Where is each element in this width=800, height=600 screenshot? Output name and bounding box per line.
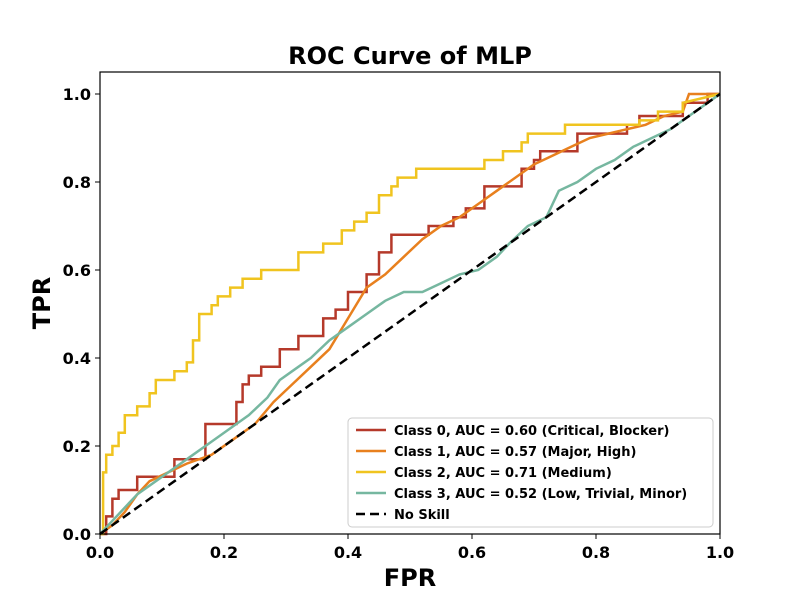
- y-tick-label: 0.6: [63, 261, 91, 280]
- y-axis-ticks: 0.0 0.2 0.4 0.6 0.8 1.0: [63, 85, 100, 544]
- series-line-class-2: [100, 92, 721, 536]
- x-tick-label: 0.6: [458, 543, 486, 562]
- y-axis-label: TPR: [28, 277, 56, 329]
- y-tick-label: 1.0: [63, 85, 91, 104]
- x-tick-label: 1.0: [706, 543, 734, 562]
- legend-label: Class 0, AUC = 0.60 (Critical, Blocker): [394, 424, 669, 439]
- y-tick-label: 0.8: [63, 173, 91, 192]
- legend-label: Class 3, AUC = 0.52 (Low, Trivial, Minor…: [394, 487, 687, 502]
- y-tick-label: 0.4: [63, 349, 91, 368]
- legend-label: Class 1, AUC = 0.57 (Major, High): [394, 445, 636, 460]
- x-tick-label: 0.2: [210, 543, 238, 562]
- x-axis-ticks: 0.0 0.2 0.4 0.6 0.8 1.0: [86, 534, 734, 562]
- y-tick-label: 0.2: [63, 437, 91, 456]
- legend: Class 0, AUC = 0.60 (Critical, Blocker) C…: [347, 417, 714, 528]
- x-tick-label: 0.4: [334, 543, 362, 562]
- series-line-no-skill: [99, 92, 721, 536]
- series-line-class-0: [100, 92, 720, 536]
- legend-label: No Skill: [394, 508, 450, 523]
- x-tick-label: 0.0: [86, 543, 114, 562]
- legend-box: [347, 417, 714, 528]
- legend-label: Class 2, AUC = 0.71 (Medium): [394, 466, 612, 481]
- chart-title: ROC Curve of MLP: [288, 42, 532, 70]
- x-axis-label: FPR: [384, 564, 436, 592]
- x-tick-label: 0.8: [582, 543, 610, 562]
- series-line-class-1: [99, 92, 720, 536]
- series-line-class-3: [99, 92, 721, 535]
- plot-frame: [99, 71, 721, 535]
- y-tick-label: 0.0: [63, 525, 91, 544]
- series-layer: [99, 92, 721, 536]
